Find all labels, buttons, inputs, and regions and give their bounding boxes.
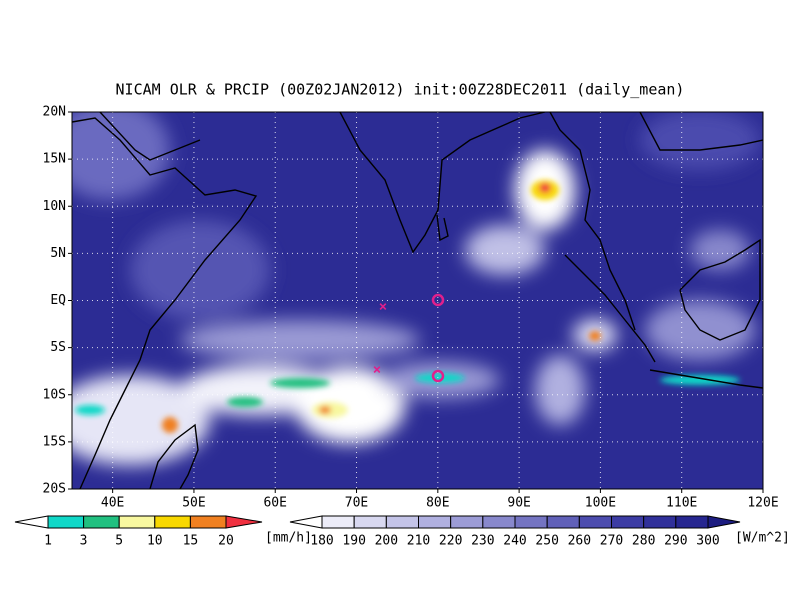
colorbar-unit: [mm/h] [265,531,312,546]
lon-label: 110E [666,496,697,511]
colorbar-label: 20 [218,534,234,549]
colorbar-label: 190 [342,534,365,549]
colorbar-box [546,515,580,529]
svg-text:×: × [373,362,381,378]
colorbar-label: 3 [80,534,88,549]
colorbar-label: 300 [696,534,719,549]
lon-label: 60E [263,496,286,511]
colorbar-box [154,515,191,529]
colorbar-box [514,515,548,529]
colorbar-box [47,515,85,529]
grid [72,112,763,489]
colorbar-box [418,515,452,529]
colorbar-label: 15 [183,534,199,549]
colorbar-unit: [W/m^2] [735,531,790,546]
colorbar-box [385,515,420,529]
colorbar-box [189,515,227,529]
axis-labels: 20N 15N 10N 5N EQ 5S 10S 15S 20S 40E 50E 60E 70E 80E 9… [43,105,779,511]
colorbar-box [578,515,612,529]
colorbar-label: 10 [147,534,163,549]
colorbar-label: 1 [44,534,52,549]
lon-label: 90E [507,496,530,511]
precip [75,180,740,433]
colorbar-label: 250 [535,534,558,549]
lat-label: 15S [43,434,66,449]
colorbar-under [289,515,323,529]
colorbar-label: 260 [568,534,591,549]
lat-label: 20S [43,482,66,497]
colorbar-box [643,515,677,529]
markers: × × [373,293,445,383]
colorbar-box [321,515,355,529]
colorbar-box [482,515,516,529]
colorbar-label: 240 [503,534,526,549]
lat-label: 15N [43,152,66,167]
colorbar-box [118,515,156,529]
colorbar-box [353,515,387,529]
lon-label: 80E [426,496,449,511]
colorbar-under [14,515,49,529]
colorbar-box [675,515,709,529]
colorbar-label: 5 [115,534,123,549]
title: NICAM OLR & PRCIP (00Z02JAN2012) init:00… [116,81,685,99]
colorbar-label: 220 [439,534,462,549]
colorbar-label: 230 [471,534,494,549]
legends: 1 3 5 10 15 20 [mm/h]180 190 200 210 220 230 240 250 2… [14,515,790,549]
lon-label: 70E [345,496,368,511]
lat-label: EQ [50,293,66,308]
colorbar-label: 200 [375,534,398,549]
colorbar-box [450,515,484,529]
lon-label: 100E [585,496,616,511]
colorbar-label: 180 [310,534,333,549]
lon-label: 50E [182,496,205,511]
lat-label: 5S [50,340,66,355]
lat-label: 10N [43,199,66,214]
colorbar-label: 280 [632,534,655,549]
colorbar-box [83,515,120,529]
colorbar-label: 270 [600,534,623,549]
lat-label: 20N [43,105,66,120]
map: × × [72,112,763,489]
colorbar-label: 210 [407,534,430,549]
svg-text:×: × [379,299,387,315]
lon-label: 40E [101,496,124,511]
lat-label: 10S [43,387,66,402]
colorbar-label: 290 [664,534,687,549]
lat-label: 5N [50,246,66,261]
lon-label: 120E [747,496,778,511]
colorbar-over [707,515,741,529]
colorbar-over [225,515,263,529]
coastlines [72,112,763,489]
colorbar-box [611,515,645,529]
